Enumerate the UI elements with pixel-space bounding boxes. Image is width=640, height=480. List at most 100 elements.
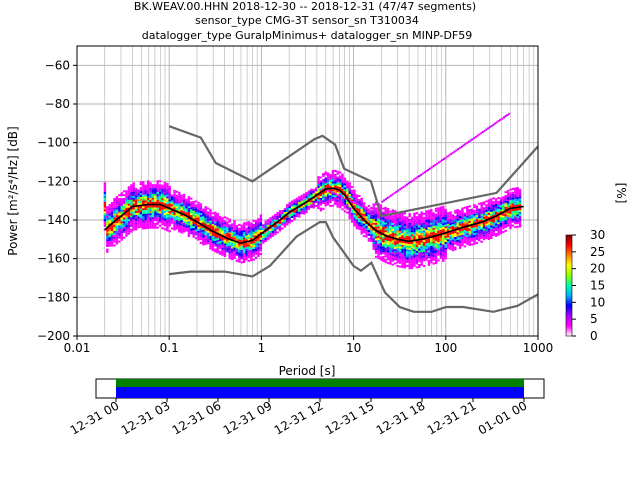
heatmap-cell: [139, 181, 143, 184]
heatmap-cell: [156, 193, 159, 196]
heatmap-cell: [461, 244, 464, 247]
heatmap-cell: [178, 230, 181, 233]
heatmap-cell: [430, 257, 433, 260]
heatmap-cell: [434, 223, 438, 226]
heatmap-cell: [259, 239, 263, 242]
heatmap-cell: [269, 217, 272, 220]
heatmap-cell: [106, 223, 109, 226]
heatmap-cell: [394, 227, 397, 230]
heatmap-cell: [511, 195, 515, 198]
heatmap-cell: [238, 254, 241, 257]
heatmap-cell: [214, 236, 217, 239]
heatmap-cell: [156, 205, 159, 208]
heatmap-cell: [348, 215, 351, 218]
heatmap-cell: [410, 238, 414, 241]
heatmap-cell: [149, 193, 152, 196]
heatmap-cell: [403, 218, 407, 221]
heatmap-cell: [259, 218, 263, 221]
heatmap-cell: [492, 218, 495, 221]
heatmap-cell: [204, 231, 207, 234]
heatmap-cell: [331, 181, 335, 184]
heatmap-cell: [353, 216, 356, 219]
heatmap-cell: [374, 224, 378, 227]
heatmap-cell: [106, 210, 109, 213]
heatmap-cell: [326, 172, 330, 175]
heatmap-cell: [377, 222, 380, 225]
heatmap-cell: [115, 200, 119, 202]
heatmap-cell: [427, 209, 431, 212]
heatmap-cell: [175, 198, 179, 201]
heatmap-cell: [317, 183, 320, 186]
heatmap-cell: [288, 217, 291, 220]
heatmap-cell: [420, 254, 423, 256]
heatmap-cell: [259, 253, 263, 256]
heatmap-cell: [202, 214, 205, 217]
heatmap-cell: [240, 236, 243, 239]
heatmap-cell: [146, 190, 150, 193]
heatmap-cell: [252, 229, 255, 232]
heatmap-cell: [209, 243, 212, 246]
heatmap-cell: [463, 222, 467, 225]
heatmap-cell: [463, 235, 467, 238]
heatmap-cell: [434, 250, 438, 253]
heatmap-cell: [178, 201, 181, 204]
heatmap-cell: [456, 211, 459, 213]
heatmap-cell: [252, 223, 255, 226]
heatmap-cell: [120, 192, 123, 195]
heatmap-cell: [396, 230, 399, 233]
heatmap-cell: [454, 231, 457, 234]
heatmap-cell: [370, 214, 373, 217]
heatmap-cell: [230, 231, 234, 234]
heatmap-cell: [206, 219, 210, 222]
heatmap-cell: [250, 236, 253, 238]
heatmap-cell: [221, 217, 224, 220]
heatmap-cell: [442, 240, 445, 243]
heatmap-cell: [170, 213, 174, 216]
heatmap-cell: [473, 227, 476, 230]
heatmap-cell: [240, 253, 243, 256]
heatmap-cell: [226, 232, 229, 235]
heatmap-cell: [516, 198, 519, 201]
heatmap-cell: [276, 227, 279, 230]
heatmap-cell: [396, 253, 399, 256]
heatmap-cell: [456, 243, 459, 246]
heatmap-cell: [154, 197, 157, 200]
heatmap-cell: [410, 253, 414, 256]
heatmap-cell: [259, 229, 263, 232]
heatmap-cell: [437, 207, 440, 210]
heatmap-cell: [394, 231, 397, 234]
heatmap-cell: [149, 217, 152, 220]
heatmap-cell: [202, 216, 205, 219]
heatmap-cell: [142, 192, 145, 195]
heatmap-cell: [514, 203, 517, 205]
heatmap-cell: [235, 232, 239, 235]
heatmap-cell: [466, 206, 469, 208]
heatmap-cell: [233, 226, 236, 229]
heatmap-cell: [379, 243, 383, 245]
heatmap-cell: [185, 204, 188, 207]
heatmap-cell: [502, 198, 505, 201]
heatmap-cell: [360, 224, 363, 227]
heatmap-cell: [221, 236, 224, 239]
heatmap-cell: [365, 224, 368, 226]
heatmap-cell: [487, 205, 491, 208]
heatmap-cell: [233, 241, 236, 244]
heatmap-cell: [473, 236, 476, 239]
heatmap-cell: [346, 201, 349, 204]
heatmap-cell: [509, 204, 512, 206]
heatmap-cell: [329, 205, 332, 207]
heatmap-cell: [456, 209, 459, 211]
heatmap-cell: [458, 246, 462, 249]
heatmap-cell: [110, 242, 114, 245]
heatmap-cell: [115, 223, 119, 226]
heatmap-cell: [353, 193, 356, 196]
heatmap-cell: [461, 242, 464, 245]
heatmap-cell: [235, 259, 239, 262]
heatmap-cell: [497, 204, 500, 207]
heatmap-cell: [266, 234, 270, 237]
timeline-tick-label: 12-31 12: [272, 398, 326, 437]
heatmap-cell: [106, 235, 109, 238]
heatmap-cell: [413, 222, 416, 225]
heatmap-cell: [384, 232, 387, 235]
heatmap-cell: [158, 188, 162, 191]
